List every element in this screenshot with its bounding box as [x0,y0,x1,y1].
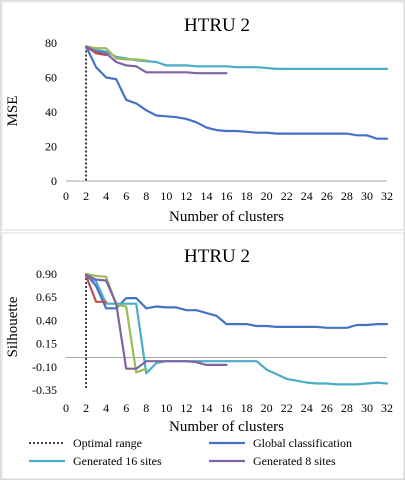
series-line-silhouette-0 [85,272,389,329]
x-tick-label-mse: 32 [381,189,393,203]
legend-label: Generated 8 sites [253,454,336,468]
y-axis-title-mse: MSE [5,96,21,127]
x-tick-label-mse: 24 [301,189,313,203]
y-tick-label-mse: 60 [45,71,57,85]
x-tick-label-silhouette: 6 [123,401,129,415]
y-tick-label-silhouette: 0.90 [36,267,57,281]
x-tick-label-mse: 12 [180,189,192,203]
legend-label: Optimal range [73,436,142,450]
series-line-silhouette-4 [85,273,228,370]
y-tick-label-silhouette: -0.10 [32,360,57,374]
x-tick-label-silhouette: 4 [103,401,109,415]
x-tick-label-silhouette: 8 [143,401,149,415]
plot-area-silhouette: 0.900.650.400.15-0.10-0.350 2 4 6 8 10 12 14 16 1… [5,267,393,435]
y-tick-label-mse: 40 [45,105,57,119]
panel-mse [1,1,404,231]
x-tick-label-mse: 16 [221,189,233,203]
x-tick-label-silhouette: 24 [301,401,313,415]
x-tick-label-mse: 4 [103,189,109,203]
chart-title-mse: HTRU 2 [184,15,250,36]
legend-label: Generated 16 sites [73,454,162,468]
chart-title-silhouette: HTRU 2 [184,246,250,267]
x-tick-label-silhouette: 14 [200,401,212,415]
x-tick-label-silhouette: 16 [221,401,233,415]
y-tick-label-mse: 20 [45,140,57,154]
x-tick-label-mse: 10 [160,189,172,203]
series-line-silhouette-3 [85,274,108,303]
x-tick-label-mse: 30 [361,189,373,203]
y-tick-label-silhouette: -0.35 [32,383,57,397]
legend-label: Global classification [253,436,352,450]
x-tick-label-mse: 28 [341,189,353,203]
x-tick-label-silhouette: 30 [361,401,373,415]
x-tick-label-silhouette: 20 [261,401,273,415]
x-tick-label-mse: 20 [261,189,273,203]
x-tick-label-silhouette: 28 [341,401,353,415]
x-tick-label-silhouette: 18 [241,401,253,415]
x-tick-label-mse: 18 [241,189,253,203]
series-line-mse-4 [85,45,228,75]
y-tick-label-silhouette: 0.40 [36,313,57,327]
y-tick-label-silhouette: 0.65 [36,290,57,304]
x-tick-label-silhouette: 32 [381,401,393,415]
x-axis-title-silhouette: Number of clusters [169,419,284,435]
series-line-mse-0 [85,45,389,140]
y-tick-label-mse: 80 [45,36,57,50]
x-tick-label-mse: 2 [83,189,89,203]
x-tick-label-silhouette: 22 [281,401,293,415]
x-tick-label-mse: 8 [143,189,149,203]
x-tick-label-silhouette: 2 [83,401,89,415]
y-tick-label-silhouette: 0.15 [36,337,57,351]
x-axis-title-mse: Number of clusters [169,209,284,225]
x-tick-label-silhouette: 12 [180,401,192,415]
x-tick-label-silhouette: 10 [160,401,172,415]
x-tick-label-mse: 6 [123,189,129,203]
series-line-mse-2 [85,45,148,62]
series-line-silhouette-1 [85,272,389,386]
x-tick-label-mse: 26 [321,189,333,203]
x-tick-label-mse: 14 [200,189,212,203]
x-tick-label-silhouette: 0 [63,401,69,415]
x-tick-label-mse: 0 [63,189,69,203]
y-axis-title-silhouette: Silhouette [5,296,21,357]
legend: Optimal range Global classification Genera… [29,436,352,468]
y-tick-label-mse: 0 [51,174,57,188]
x-tick-label-silhouette: 26 [321,401,333,415]
x-tick-label-mse: 22 [281,189,293,203]
panel-silhouette [1,232,404,479]
